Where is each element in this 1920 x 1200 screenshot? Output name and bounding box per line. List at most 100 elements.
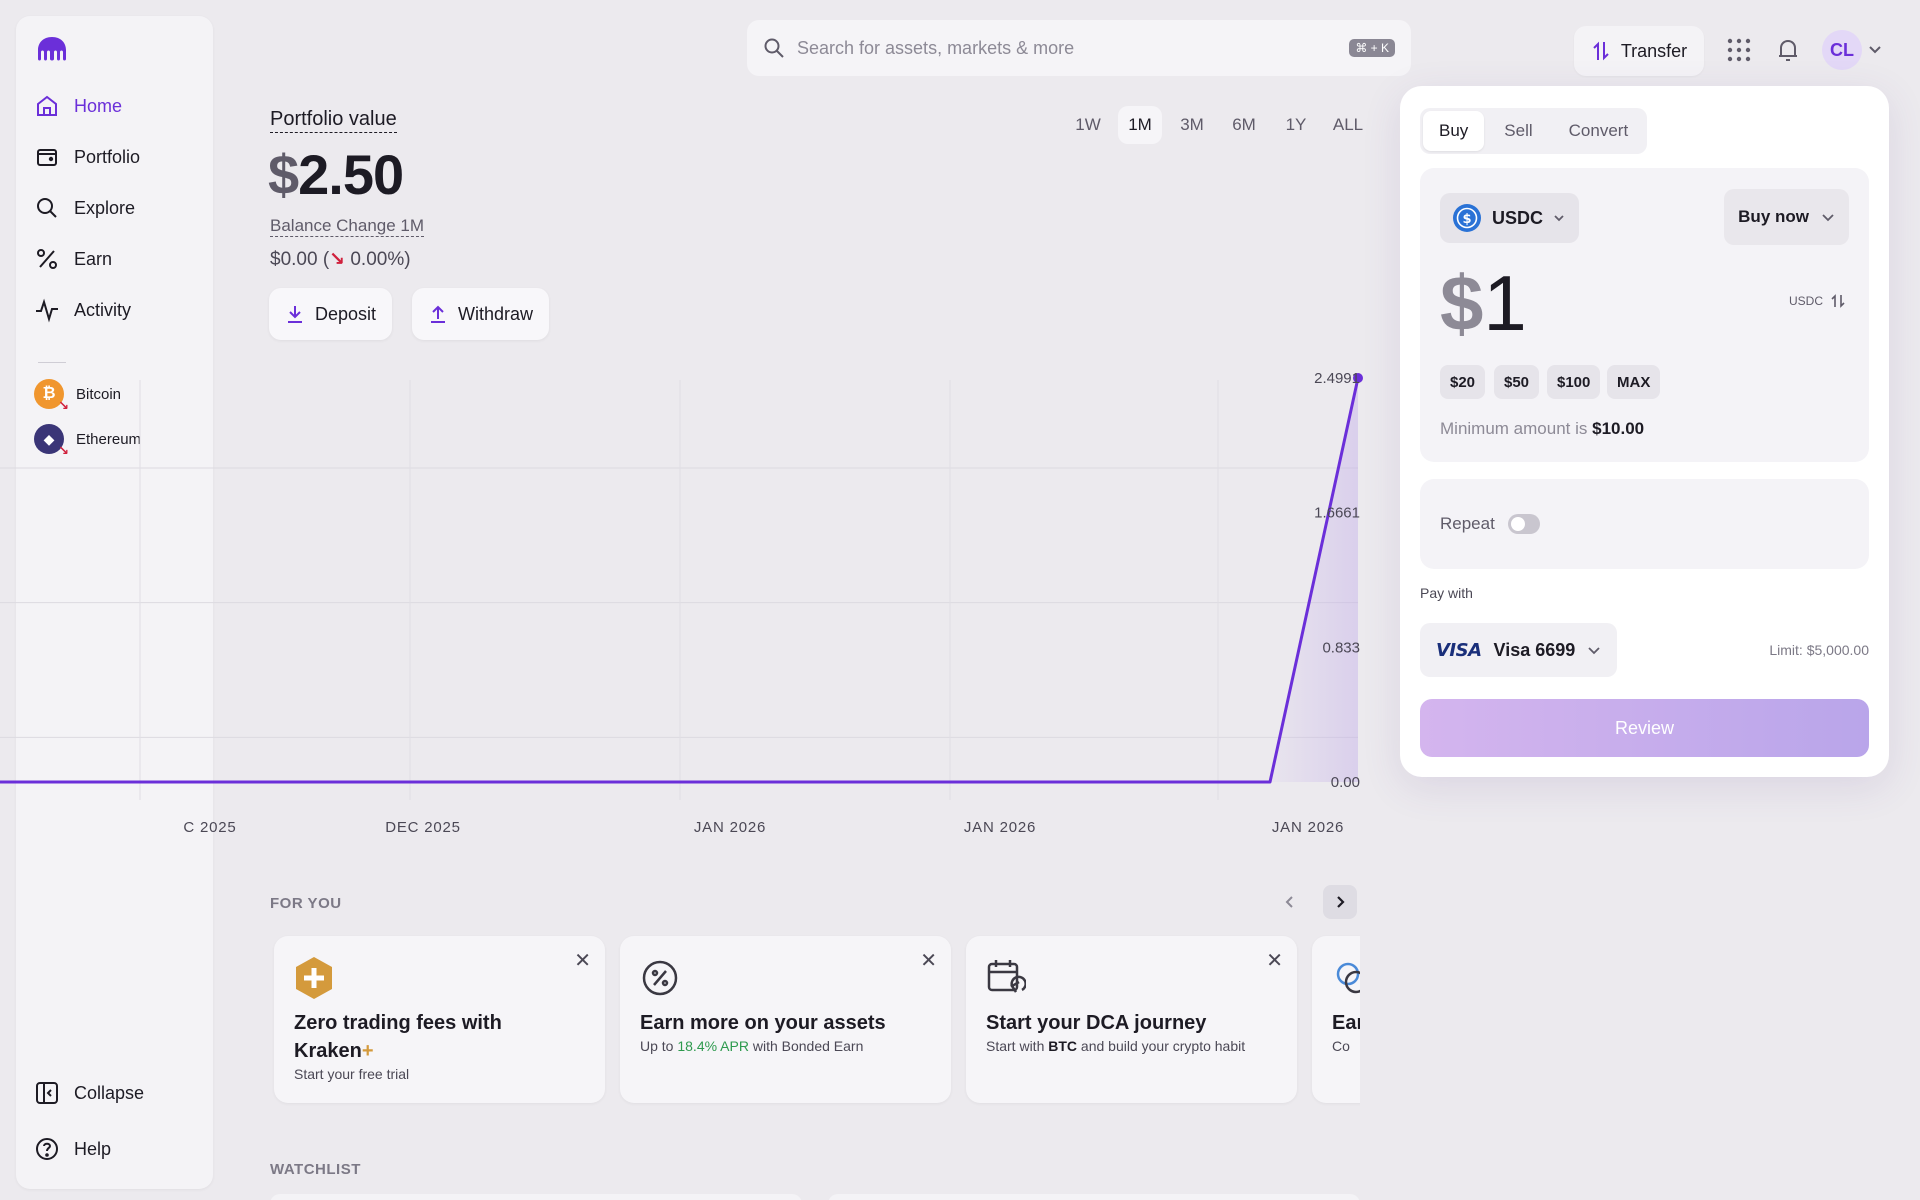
order-type-select[interactable]: Buy now <box>1724 189 1849 245</box>
svg-text:$: $ <box>1462 212 1471 227</box>
tab-sell[interactable]: Sell <box>1504 121 1533 140</box>
transfer-button[interactable]: Transfer <box>1574 26 1704 76</box>
asset-select[interactable]: $ USDC <box>1440 193 1580 243</box>
trend-down-icon: ↘ <box>58 443 69 458</box>
sidebar-asset-bitcoin[interactable]: ₿ ↘ Bitcoin <box>34 376 204 413</box>
sidebar-asset-ethereum[interactable]: ◆ ↘ Ethereum <box>34 421 204 458</box>
chevron-right-icon <box>1337 896 1345 908</box>
withdraw-button[interactable]: Withdraw <box>412 288 550 340</box>
kraken-plus-icon <box>296 957 332 999</box>
sidebar-item-activity[interactable]: Activity <box>34 290 204 330</box>
portfolio-chart[interactable]: 2.4991 1.6661 0.833 0.00 C 2025 DEC 2025 JAN … <box>0 360 1380 840</box>
apps-grid-icon[interactable] <box>1725 36 1753 64</box>
card-title: Zero trading fees with Kraken+ <box>294 1012 502 1062</box>
x-tick-label: JAN 2026 <box>964 819 1036 836</box>
sidebar-item-label: Activity <box>74 299 132 320</box>
card-subtitle: Co <box>1332 1038 1350 1054</box>
collapse-label: Collapse <box>74 1082 145 1103</box>
collapse-sidebar-icon <box>36 1082 58 1104</box>
sidebar-item-home[interactable]: Home <box>34 86 204 126</box>
promo-card-partial[interactable]: Ear Co <box>1312 936 1360 1103</box>
help-label: Help <box>74 1138 112 1159</box>
repeat-box: Repeat <box>1420 479 1869 569</box>
chevron-down-icon[interactable] <box>1868 44 1882 56</box>
percent-icon <box>37 249 57 269</box>
sidebar-item-portfolio[interactable]: Portfolio <box>34 137 204 177</box>
x-tick-label: C 2025 <box>183 819 236 836</box>
y-tick-label: 0.00 <box>1331 774 1360 791</box>
card-subtitle: Start your free trial <box>294 1066 410 1082</box>
help-button[interactable]: Help <box>34 1129 204 1169</box>
help-icon <box>36 1138 58 1160</box>
search-placeholder: Search for assets, markets & more <box>797 37 1075 58</box>
change-amount: $0.00 ( <box>270 249 330 270</box>
range-all[interactable]: ALL <box>1332 115 1364 134</box>
unit-toggle[interactable]: USDC <box>1789 293 1845 309</box>
range-1m[interactable]: 1M <box>1118 106 1162 144</box>
portfolio-value-label[interactable]: Portfolio value <box>270 108 397 133</box>
time-range-selector: 1W 1M 3M 6M 1Y ALL <box>1066 106 1370 144</box>
avatar[interactable]: CL <box>1822 30 1862 70</box>
currency-symbol: $ <box>268 143 299 206</box>
amount-input[interactable]: $1 <box>1440 258 1527 348</box>
quick-amount-20[interactable]: $20 <box>1440 365 1486 399</box>
bell-icon[interactable] <box>1774 36 1802 64</box>
order-type-label: Buy now <box>1738 207 1809 226</box>
tab-buy[interactable]: Buy <box>1423 111 1485 151</box>
tab-convert[interactable]: Convert <box>1568 121 1629 140</box>
visa-icon: VISA <box>1436 639 1482 661</box>
sidebar-item-label: Home <box>74 95 123 116</box>
sidebar-item-label: Portfolio <box>74 146 141 167</box>
promo-card-kraken-plus[interactable]: ✕ Zero trading fees with Kraken+ Start y… <box>274 936 605 1103</box>
deposit-button[interactable]: Deposit <box>269 288 393 340</box>
range-3m[interactable]: 3M <box>1180 115 1204 134</box>
promo-card-earn[interactable]: ✕ Earn more on your assets Up to 18.4% A… <box>620 936 951 1103</box>
pay-with-label: Pay with <box>1420 585 1473 601</box>
trade-tabs: Buy Sell Convert <box>1420 108 1648 154</box>
upload-icon <box>431 305 445 323</box>
x-tick-label: DEC 2025 <box>385 819 461 836</box>
sidebar-item-earn[interactable]: Earn <box>34 239 204 279</box>
series-line <box>0 377 1360 784</box>
sidebar-item-label: Explore <box>74 197 136 218</box>
close-icon[interactable]: ✕ <box>574 950 591 972</box>
for-you-title: FOR YOU <box>270 895 342 912</box>
range-6m[interactable]: 6M <box>1232 115 1256 134</box>
asset-label: USDC <box>1492 207 1544 228</box>
x-tick-label: JAN 2026 <box>694 819 766 836</box>
review-button[interactable]: Review <box>1420 699 1869 757</box>
quick-amount-max[interactable]: MAX <box>1607 365 1661 399</box>
quick-amount-100[interactable]: $100 <box>1547 365 1601 399</box>
activity-icon <box>36 298 58 323</box>
balance-change-value: $0.00 (↘ 0.00%) <box>270 248 411 271</box>
promo-card-dca[interactable]: ✕ Start your DCA journey Start with BTC … <box>966 936 1297 1103</box>
payment-limit: Limit: $5,000.00 <box>1769 642 1869 658</box>
chevron-down-icon <box>1822 214 1834 222</box>
balance-change-label[interactable]: Balance Change 1M <box>270 216 425 237</box>
repeat-label: Repeat <box>1440 514 1495 533</box>
carousel-next-button[interactable] <box>1323 885 1357 919</box>
sidebar-item-explore[interactable]: Explore <box>34 188 204 228</box>
amount-currency: $ <box>1440 259 1484 347</box>
chevron-left-icon <box>1285 896 1293 908</box>
watchlist-card <box>828 1194 1360 1200</box>
card-title: Ear <box>1332 1012 1360 1034</box>
chevron-down-icon <box>1588 647 1600 655</box>
close-icon[interactable]: ✕ <box>920 950 937 972</box>
kraken-logo-icon[interactable] <box>35 34 69 64</box>
search-input[interactable]: Search for assets, markets & more ⌘ + K <box>747 20 1411 76</box>
change-percent: 0.00%) <box>350 249 411 270</box>
bitcoin-icon: ₿ ↘ <box>34 379 69 413</box>
calendar-repeat-icon <box>987 960 1026 993</box>
range-1w[interactable]: 1W <box>1075 115 1101 134</box>
coin-stack-icon <box>1336 962 1360 994</box>
repeat-toggle[interactable] <box>1508 514 1540 534</box>
promo-carousel: ✕ Zero trading fees with Kraken+ Start y… <box>270 920 1360 1120</box>
close-icon[interactable]: ✕ <box>1266 950 1283 972</box>
payment-method-select[interactable]: VISA Visa 6699 <box>1420 623 1618 677</box>
quick-amount-50[interactable]: $50 <box>1494 365 1540 399</box>
range-1y[interactable]: 1Y <box>1285 115 1307 134</box>
carousel-prev-button[interactable] <box>1273 885 1307 919</box>
collapse-button[interactable]: Collapse <box>34 1073 204 1113</box>
sidebar-divider <box>38 362 66 363</box>
